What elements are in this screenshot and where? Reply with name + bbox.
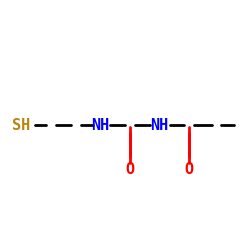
- Text: NH: NH: [91, 118, 110, 132]
- Text: SH: SH: [12, 118, 30, 132]
- Text: O: O: [126, 162, 134, 177]
- Text: NH: NH: [150, 118, 169, 132]
- Text: O: O: [185, 162, 194, 177]
